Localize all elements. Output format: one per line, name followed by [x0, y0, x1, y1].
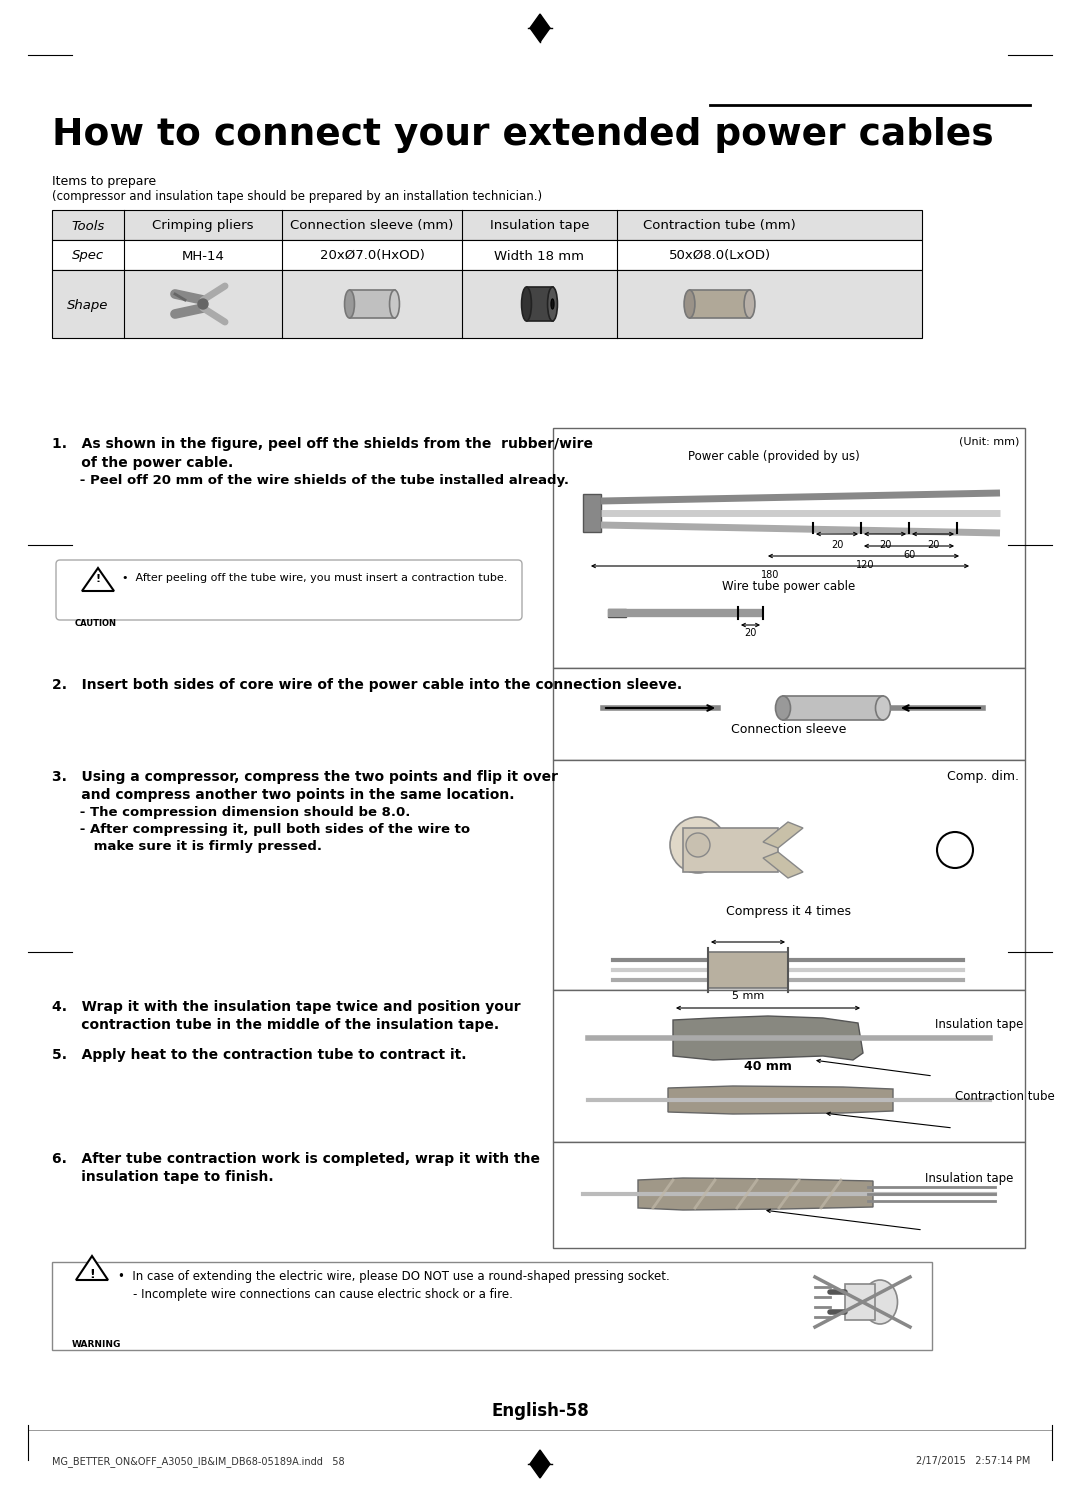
- Bar: [553, 760, 1025, 990]
- Polygon shape: [673, 1015, 863, 1060]
- Text: Comp. dim.: Comp. dim.: [947, 769, 1020, 783]
- Text: English-58: English-58: [491, 1402, 589, 1419]
- Bar: [52, 210, 922, 240]
- Ellipse shape: [684, 291, 694, 318]
- Text: 4.   Wrap it with the insulation tape twice and position your: 4. Wrap it with the insulation tape twic…: [52, 1000, 521, 1014]
- Text: Compress it 4 times: Compress it 4 times: [727, 905, 851, 918]
- Circle shape: [686, 833, 710, 857]
- Text: •  After peeling off the tube wire, you must insert a contraction tube.: • After peeling off the tube wire, you m…: [122, 573, 508, 583]
- Text: !: !: [90, 1267, 95, 1281]
- Bar: [845, 1284, 875, 1320]
- Text: Connection sleeve (mm): Connection sleeve (mm): [291, 219, 454, 233]
- Text: - After compressing it, pull both sides of the wire to: - After compressing it, pull both sides …: [52, 823, 470, 836]
- Bar: [52, 240, 922, 270]
- Text: make sure it is firmly pressed.: make sure it is firmly pressed.: [52, 839, 322, 853]
- Text: 40 mm: 40 mm: [744, 1060, 792, 1074]
- Text: of the power cable.: of the power cable.: [52, 456, 233, 470]
- Text: Contraction tube (mm): Contraction tube (mm): [643, 219, 796, 233]
- Text: Tools: Tools: [71, 219, 105, 233]
- Text: - Peel off 20 mm of the wire shields of the tube installed already.: - Peel off 20 mm of the wire shields of …: [52, 474, 569, 488]
- Text: 20: 20: [927, 540, 940, 550]
- Text: CAUTION: CAUTION: [75, 619, 117, 628]
- Text: 50xØ8.0(LxOD): 50xØ8.0(LxOD): [669, 249, 770, 262]
- Text: How to connect your extended power cables: How to connect your extended power cable…: [52, 116, 994, 154]
- Ellipse shape: [744, 291, 755, 318]
- Text: WARNING: WARNING: [72, 1340, 121, 1349]
- Bar: [52, 1261, 932, 1349]
- Text: MG_BETTER_ON&OFF_A3050_IB&IM_DB68-05189A.indd   58: MG_BETTER_ON&OFF_A3050_IB&IM_DB68-05189A…: [52, 1457, 345, 1467]
- Text: •  In case of extending the electric wire, please DO NOT use a round-shaped pres: • In case of extending the electric wire…: [118, 1270, 670, 1282]
- Text: 1.   As shown in the figure, peel off the shields from the  rubber/wire: 1. As shown in the figure, peel off the …: [52, 437, 593, 450]
- Bar: [553, 428, 1025, 668]
- Text: 20: 20: [831, 540, 843, 550]
- Text: 2/17/2015   2:57:14 PM: 2/17/2015 2:57:14 PM: [916, 1457, 1030, 1466]
- Bar: [52, 270, 922, 338]
- Text: Spec: Spec: [72, 249, 104, 262]
- Text: 5.   Apply heat to the contraction tube to contract it.: 5. Apply heat to the contraction tube to…: [52, 1048, 467, 1062]
- Ellipse shape: [548, 286, 557, 321]
- Text: !: !: [95, 574, 100, 584]
- Text: 60: 60: [903, 550, 915, 561]
- Ellipse shape: [390, 291, 400, 318]
- Text: Shape: Shape: [67, 298, 109, 312]
- Text: and compress another two points in the same location.: and compress another two points in the s…: [52, 789, 514, 802]
- Text: Crimping pliers: Crimping pliers: [152, 219, 254, 233]
- Ellipse shape: [775, 696, 791, 720]
- Text: 2.   Insert both sides of core wire of the power cable into the connection sleev: 2. Insert both sides of core wire of the…: [52, 678, 683, 692]
- Text: 6.   After tube contraction work is completed, wrap it with the: 6. After tube contraction work is comple…: [52, 1153, 540, 1166]
- Ellipse shape: [876, 696, 891, 720]
- Text: 20xØ7.0(HxOD): 20xØ7.0(HxOD): [320, 249, 424, 262]
- Text: contraction tube in the middle of the insulation tape.: contraction tube in the middle of the in…: [52, 1018, 499, 1032]
- Bar: [553, 1142, 1025, 1248]
- Text: MH-14: MH-14: [181, 249, 225, 262]
- Text: Connection sleeve: Connection sleeve: [731, 723, 847, 737]
- Text: 20: 20: [744, 628, 756, 638]
- Text: Insulation tape: Insulation tape: [489, 219, 590, 233]
- Bar: [783, 696, 883, 720]
- Polygon shape: [638, 1178, 873, 1211]
- Text: 5 mm: 5 mm: [732, 992, 765, 1000]
- Bar: [608, 608, 626, 617]
- Ellipse shape: [551, 298, 554, 309]
- Circle shape: [670, 817, 726, 874]
- Text: Width 18 mm: Width 18 mm: [495, 249, 584, 262]
- Text: (compressor and insulation tape should be prepared by an installation technician: (compressor and insulation tape should b…: [52, 189, 542, 203]
- Text: (Unit: mm): (Unit: mm): [959, 435, 1020, 446]
- Polygon shape: [762, 822, 804, 848]
- Text: Contraction tube: Contraction tube: [955, 1090, 1055, 1103]
- Ellipse shape: [522, 286, 531, 321]
- Text: 3.   Using a compressor, compress the two points and flip it over: 3. Using a compressor, compress the two …: [52, 769, 558, 784]
- FancyBboxPatch shape: [56, 561, 522, 620]
- Bar: [683, 828, 778, 872]
- Bar: [527, 286, 553, 321]
- Polygon shape: [530, 13, 550, 42]
- Bar: [350, 291, 394, 318]
- Text: insulation tape to finish.: insulation tape to finish.: [52, 1170, 273, 1184]
- Ellipse shape: [345, 291, 354, 318]
- Text: Power cable (provided by us): Power cable (provided by us): [688, 450, 860, 464]
- Bar: [553, 668, 1025, 760]
- Polygon shape: [762, 851, 804, 878]
- Text: - Incomplete wire connections can cause electric shock or a fire.: - Incomplete wire connections can cause …: [118, 1288, 513, 1302]
- Bar: [583, 494, 600, 532]
- Text: 8: 8: [948, 835, 961, 853]
- Bar: [708, 951, 788, 989]
- Polygon shape: [76, 1255, 108, 1279]
- Ellipse shape: [863, 1279, 897, 1324]
- Circle shape: [198, 300, 208, 309]
- Text: - The compression dimension should be 8.0.: - The compression dimension should be 8.…: [52, 807, 410, 819]
- Text: Wire tube power cable: Wire tube power cable: [723, 580, 855, 593]
- Polygon shape: [669, 1085, 893, 1114]
- Text: Items to prepare: Items to prepare: [52, 174, 157, 188]
- Bar: [689, 291, 750, 318]
- Text: 180: 180: [760, 570, 779, 580]
- Text: Insulation tape: Insulation tape: [924, 1172, 1013, 1185]
- Bar: [553, 990, 1025, 1142]
- Text: 20: 20: [879, 540, 891, 550]
- Text: 120: 120: [855, 561, 874, 570]
- Text: Insulation tape: Insulation tape: [935, 1018, 1024, 1030]
- Circle shape: [937, 832, 973, 868]
- Polygon shape: [82, 568, 114, 590]
- Polygon shape: [530, 1451, 550, 1478]
